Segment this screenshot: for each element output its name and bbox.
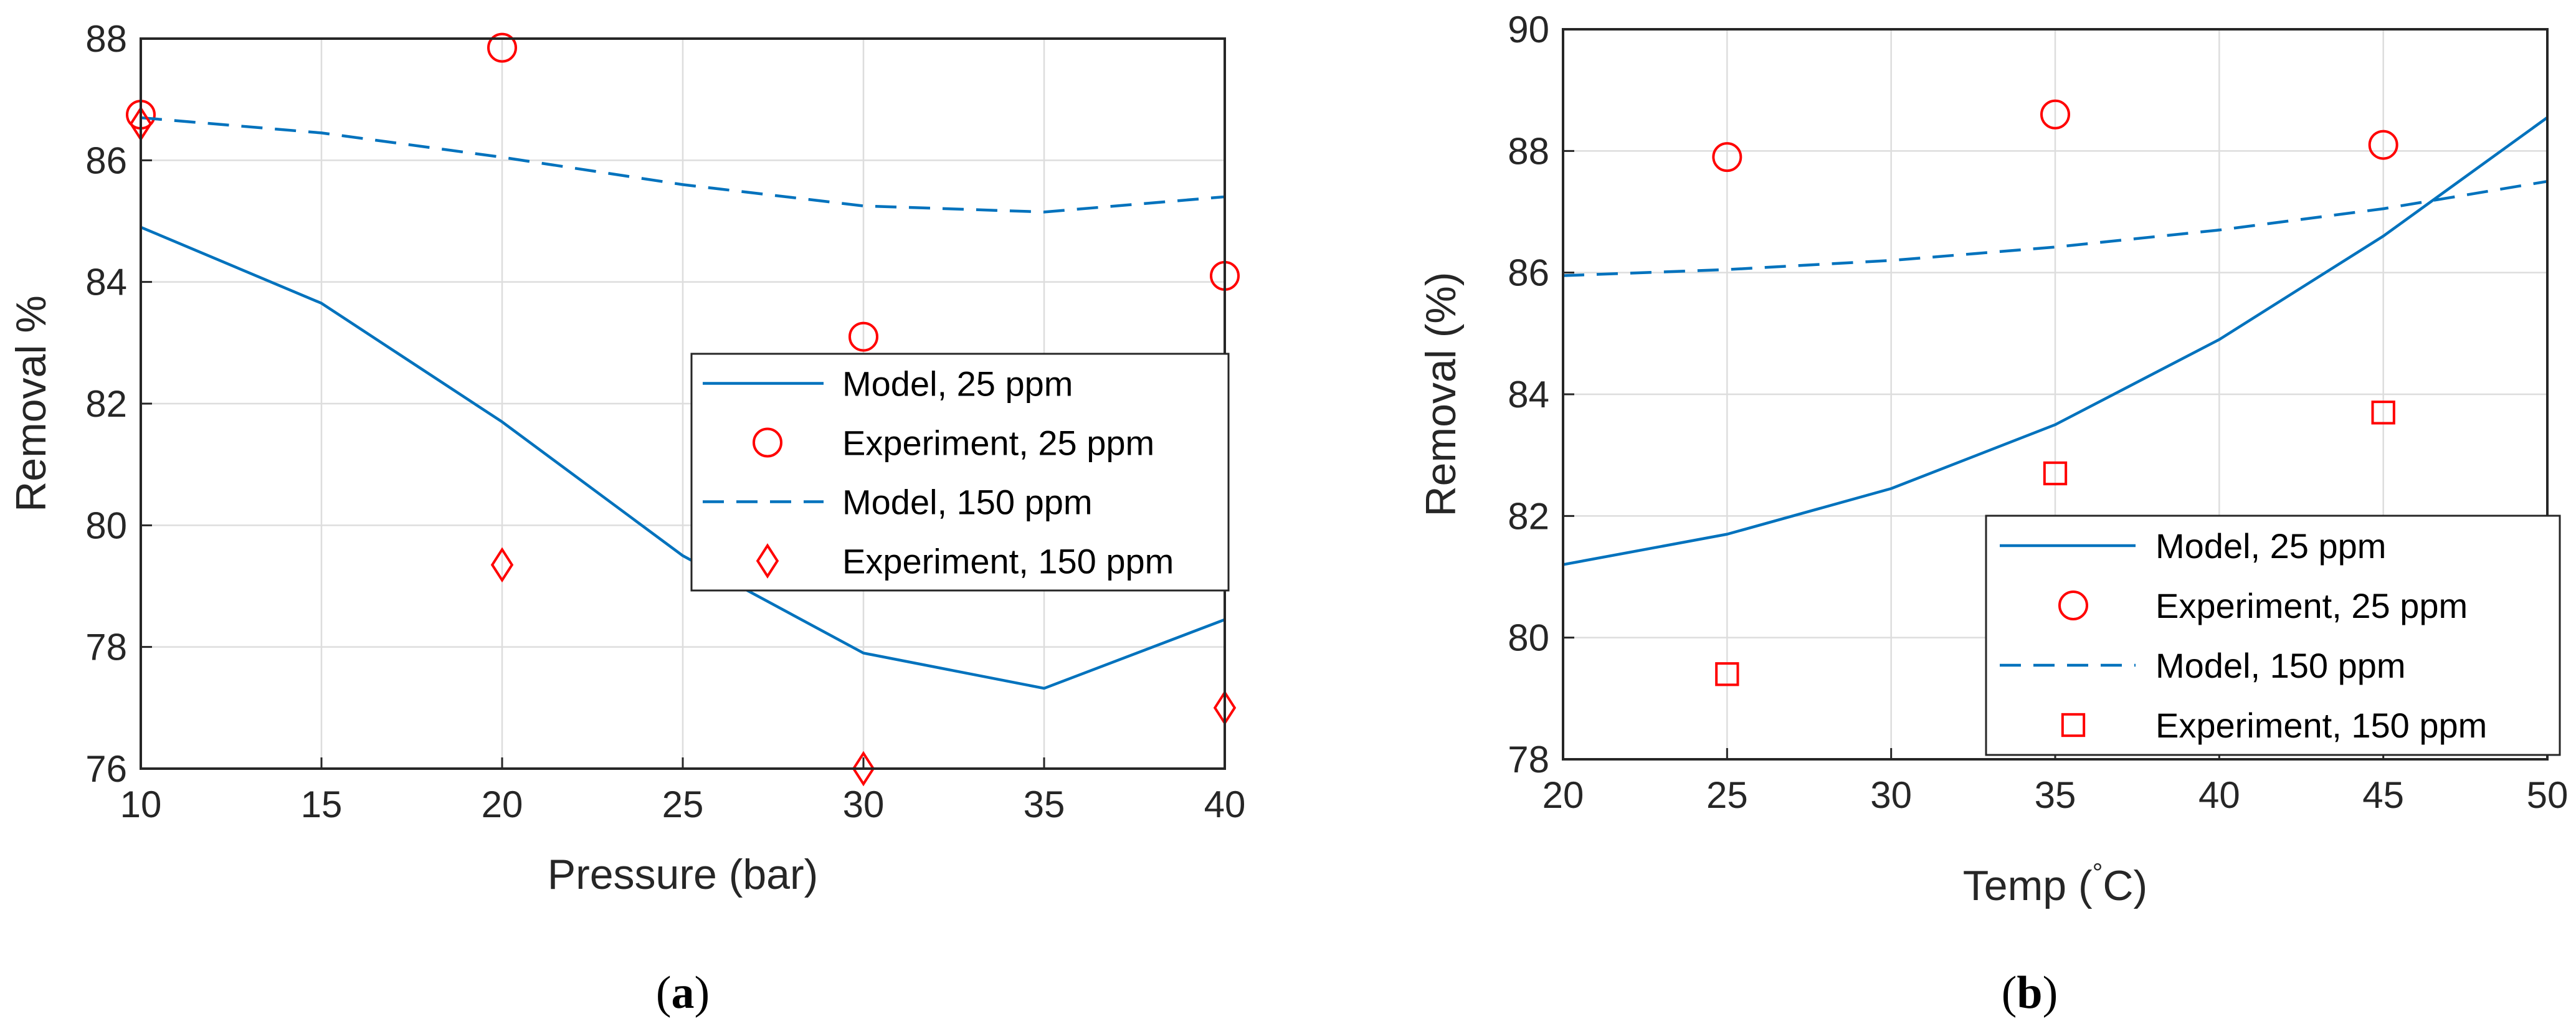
chart-b-y-tick-label-86: 86 bbox=[1508, 252, 1549, 294]
chart-b-x-tick-label-40: 40 bbox=[2198, 774, 2240, 816]
chart-b-series-3-point-1 bbox=[2043, 461, 2068, 486]
chart-b-x-ticks: 20 25 30 35 40 45 50 bbox=[1542, 748, 2569, 816]
chart-b-y-tick-label-88: 88 bbox=[1508, 130, 1549, 172]
chart-a-x-tick-label-20: 20 bbox=[482, 784, 523, 825]
chart-a-x-tick-label-15: 15 bbox=[301, 784, 343, 825]
chart-a-y-tick-label-80: 80 bbox=[85, 505, 127, 546]
chart-b-x-axis-label-degree: ° bbox=[2093, 858, 2103, 887]
chart-a-panel-letter: a bbox=[672, 967, 695, 1018]
chart-a-y-tick-label-86: 86 bbox=[85, 140, 127, 181]
chart-b-panel-close: ) bbox=[2043, 967, 2058, 1018]
chart-b-x-tick-label-30: 30 bbox=[1870, 774, 1912, 816]
chart-b-legend-label-3: Experiment, 150 ppm bbox=[2155, 706, 2487, 745]
chart-a-y-tick-label-78: 78 bbox=[85, 627, 127, 668]
chart-b-y-tick-label-90: 90 bbox=[1508, 9, 1549, 50]
chart-b-series-3-point-0 bbox=[1715, 662, 1739, 686]
chart-b-y-tick-label-78: 78 bbox=[1508, 739, 1549, 780]
chart-a-legend-items: Model, 25 ppm Experiment, 25 ppm Model, 15… bbox=[703, 364, 1174, 581]
chart-b-legend-marker-3 bbox=[2061, 713, 2086, 737]
chart-a-legend-label-0: Model, 25 ppm bbox=[842, 364, 1073, 404]
chart-b-panel-open: ( bbox=[2002, 967, 2017, 1018]
chart-a-x-tick-label-40: 40 bbox=[1204, 784, 1246, 825]
chart-b-x-axis-label: Temp (°C) bbox=[1963, 858, 2147, 909]
chart-a-y-tick-label-76: 76 bbox=[85, 748, 127, 790]
chart-a-y-tick-label-88: 88 bbox=[85, 18, 127, 60]
chart-b-series bbox=[1562, 99, 2549, 686]
chart-a-series-line-2 bbox=[140, 116, 1225, 214]
chart-a-legend-marker-1 bbox=[753, 427, 782, 458]
chart-b-panel-letter: b bbox=[2017, 967, 2042, 1018]
chart-b-panel-label: (b) bbox=[2002, 967, 2058, 1018]
chart-a-series-1-point-1 bbox=[487, 32, 517, 63]
chart-b-legend-marker-1 bbox=[2058, 590, 2088, 620]
chart-a-x-tick-label-35: 35 bbox=[1024, 784, 1065, 825]
chart-a-series-line-0 bbox=[140, 225, 1225, 690]
chart-b-series-1-point-0 bbox=[1712, 142, 1742, 173]
chart-a: 10 15 20 25 30 35 40 76 78 80 82 84 86 88 Pressure (… bbox=[7, 18, 1245, 1018]
chart-a-x-tick-label-10: 10 bbox=[120, 784, 162, 825]
chart-a-legend-label-3: Experiment, 150 ppm bbox=[842, 542, 1174, 581]
chart-b-legend-label-0: Model, 25 ppm bbox=[2155, 526, 2386, 566]
chart-b-x-tick-label-20: 20 bbox=[1542, 774, 1584, 816]
chart-a-y-tick-label-82: 82 bbox=[85, 383, 127, 425]
chart-a-panel-close: ) bbox=[695, 967, 710, 1018]
chart-b-series-line-0 bbox=[1562, 116, 2549, 566]
chart-a-x-axis-label: Pressure (bar) bbox=[548, 851, 819, 898]
chart-a-x-tick-label-30: 30 bbox=[843, 784, 885, 825]
chart-b-legend-label-2: Model, 150 ppm bbox=[2155, 646, 2406, 685]
chart-a-y-ticks: 76 78 80 82 84 86 88 bbox=[85, 18, 152, 790]
chart-b-x-tick-label-35: 35 bbox=[2035, 774, 2076, 816]
chart-a-panel-open: ( bbox=[656, 967, 672, 1018]
chart-b-x-tick-label-50: 50 bbox=[2527, 774, 2569, 816]
chart-b-y-axis-label: Removal (%) bbox=[1417, 272, 1465, 517]
chart-b-y-ticks: 78 80 82 84 86 88 90 bbox=[1508, 9, 1574, 780]
chart-a-series-3-point-2 bbox=[852, 751, 875, 787]
chart-a-legend-box bbox=[690, 353, 1230, 592]
chart-a-series-1-point-2 bbox=[848, 321, 878, 352]
chart-b-x-tick-label-25: 25 bbox=[1706, 774, 1748, 816]
chart-a-panel-label: (a) bbox=[656, 967, 710, 1018]
chart-a-x-ticks: 10 15 20 25 30 35 40 bbox=[120, 757, 1246, 825]
chart-b-series-line-2 bbox=[1562, 179, 2548, 277]
chart-b-legend: Model, 25 ppm Experiment, 25 ppm Model, 15… bbox=[1985, 514, 2561, 756]
chart-a-y-axis-label: Removal % bbox=[7, 295, 55, 512]
chart-b-y-tick-label-84: 84 bbox=[1508, 374, 1549, 415]
chart-a-legend-label-2: Model, 150 ppm bbox=[842, 483, 1093, 522]
chart-a-series-3-point-1 bbox=[490, 547, 514, 583]
chart-b-series-1-point-2 bbox=[2368, 130, 2398, 160]
chart-b-x-tick-label-45: 45 bbox=[2362, 774, 2404, 816]
chart-b-x-axis-label-main: Temp ( bbox=[1963, 862, 2093, 909]
chart-b-series-1-point-1 bbox=[2040, 99, 2070, 130]
chart-b-x-axis-label-tail: C) bbox=[2103, 862, 2147, 909]
chart-b-legend-label-1: Experiment, 25 ppm bbox=[2155, 586, 2468, 625]
chart-a-y-tick-label-84: 84 bbox=[85, 262, 127, 303]
chart-b-y-tick-label-80: 80 bbox=[1508, 617, 1549, 659]
chart-a-legend-label-1: Experiment, 25 ppm bbox=[842, 424, 1154, 463]
chart-b-legend-items: Model, 25 ppm Experiment, 25 ppm Model, 15… bbox=[2000, 526, 2487, 745]
chart-a-legend-marker-3 bbox=[756, 543, 779, 579]
chart-b-series-3-point-2 bbox=[2371, 401, 2395, 425]
chart-a-x-tick-label-25: 25 bbox=[662, 784, 704, 825]
chart-a-legend: Model, 25 ppm Experiment, 25 ppm Model, 15… bbox=[690, 353, 1230, 592]
chart-b-y-tick-label-82: 82 bbox=[1508, 495, 1549, 537]
